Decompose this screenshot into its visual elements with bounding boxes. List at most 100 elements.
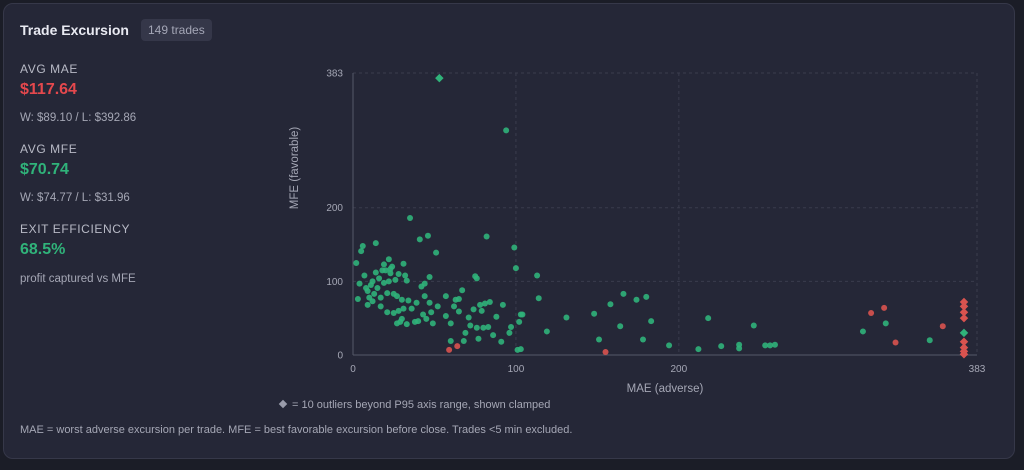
win-trade-point (372, 269, 379, 276)
win-trade-point (433, 249, 440, 256)
win-trade-point (535, 295, 542, 302)
x-tick-label: 383 (969, 364, 986, 375)
win-trade-point (377, 294, 384, 301)
loss-trade-point (881, 304, 888, 311)
win-trade-point (882, 320, 889, 327)
win-trade-point (485, 324, 492, 331)
card-title: Trade Excursion (20, 22, 129, 38)
avg-mfe-label: AVG MFE (20, 142, 78, 156)
y-tick-label: 0 (337, 351, 343, 362)
win-trade-point (478, 307, 485, 314)
x-tick-label: 100 (508, 364, 525, 375)
x-axis-label: MAE (adverse) (627, 383, 704, 395)
win-trade-point (705, 315, 712, 322)
win-trade-point (398, 315, 405, 322)
win-trade-point (736, 341, 743, 348)
trade-excursion-card (3, 3, 1015, 459)
win-trade-point (483, 233, 490, 240)
win-trade-point (423, 315, 430, 322)
win-trade-point (358, 248, 365, 255)
win-trade-point (486, 298, 493, 305)
win-trade-point (395, 271, 402, 278)
x-tick-label: 200 (671, 364, 688, 375)
win-trade-point (666, 342, 673, 349)
win-trade-point (398, 296, 405, 303)
loss-trade-point (892, 339, 899, 346)
win-trade-point (361, 272, 368, 279)
win-trade-point (405, 297, 412, 304)
win-trade-point (480, 324, 487, 331)
win-trade-point (462, 329, 469, 336)
y-tick-label: 200 (326, 203, 343, 214)
win-trade-point (640, 336, 647, 343)
avg-mfe-breakdown: W: $74.77 / L: $31.96 (20, 192, 130, 204)
win-trade-point (459, 287, 466, 294)
win-trade-point (408, 305, 415, 312)
win-trade-point (451, 303, 458, 310)
win-trade-point (356, 280, 363, 287)
loss-trade-point (602, 349, 609, 356)
win-trade-point (718, 343, 725, 350)
win-trade-point (460, 338, 467, 345)
win-trade-point (428, 309, 435, 316)
win-trade-point (407, 215, 414, 222)
win-trade-point (455, 296, 462, 303)
win-trade-point (508, 324, 515, 331)
win-trade-point (426, 273, 433, 280)
outlier-point (959, 337, 969, 346)
win-trade-point (413, 299, 420, 306)
win-trade-point (633, 296, 640, 303)
tick-labels: 0 100 200 383 0 100 200 383 (326, 69, 985, 376)
win-trade-point (377, 303, 384, 310)
win-trade-point (767, 342, 774, 349)
win-trade-point (465, 314, 472, 321)
win-trade-point (490, 332, 497, 339)
outlier-point (959, 328, 969, 338)
win-trade-point (499, 301, 506, 308)
win-trade-point (359, 243, 366, 250)
win-trade-point (473, 324, 480, 331)
win-trade-point (695, 346, 702, 353)
win-trade-point (519, 311, 526, 318)
win-trade-point (380, 261, 387, 268)
win-trade-point (420, 311, 427, 318)
win-trade-point (517, 346, 524, 353)
outlier-point (435, 73, 444, 83)
win-trade-point (481, 300, 488, 307)
outlier-point (959, 308, 969, 317)
win-trade-point (385, 256, 392, 263)
win-trade-point (354, 296, 361, 303)
win-trade-point (384, 309, 391, 316)
win-trade-point (477, 301, 484, 308)
win-trade-point (596, 336, 603, 343)
win-trade-point (543, 328, 550, 335)
y-tick-label: 383 (326, 69, 343, 80)
win-trade-point (926, 337, 933, 344)
win-trade-point (353, 259, 360, 266)
outlier-point (959, 297, 969, 307)
loss-trade-point (446, 346, 453, 353)
win-trade-point (617, 323, 624, 330)
win-trade-point (364, 301, 371, 308)
win-trade-point (403, 277, 410, 284)
win-trade-point (442, 293, 449, 300)
win-trade-point (607, 301, 614, 308)
avg-mae-label: AVG MAE (20, 62, 78, 76)
x-tick-label: 0 (350, 364, 356, 375)
win-trade-point (374, 284, 381, 291)
avg-mae-breakdown: W: $89.10 / L: $392.86 (20, 112, 137, 124)
win-trade-point (372, 240, 379, 247)
axes (352, 73, 977, 356)
win-trade-point (380, 279, 387, 286)
win-trade-point (395, 307, 402, 314)
win-trade-point (620, 290, 627, 297)
outlier-legend: = 10 outliers beyond P95 axis range, sho… (278, 399, 550, 411)
win-trade-point (371, 290, 378, 297)
win-trade-point (447, 320, 454, 327)
y-axis-label: MFE (favorable) (289, 127, 301, 210)
loss-trade-point (454, 343, 461, 350)
win-trade-point (390, 310, 397, 317)
data-points (353, 73, 969, 359)
win-trade-point (771, 341, 778, 348)
